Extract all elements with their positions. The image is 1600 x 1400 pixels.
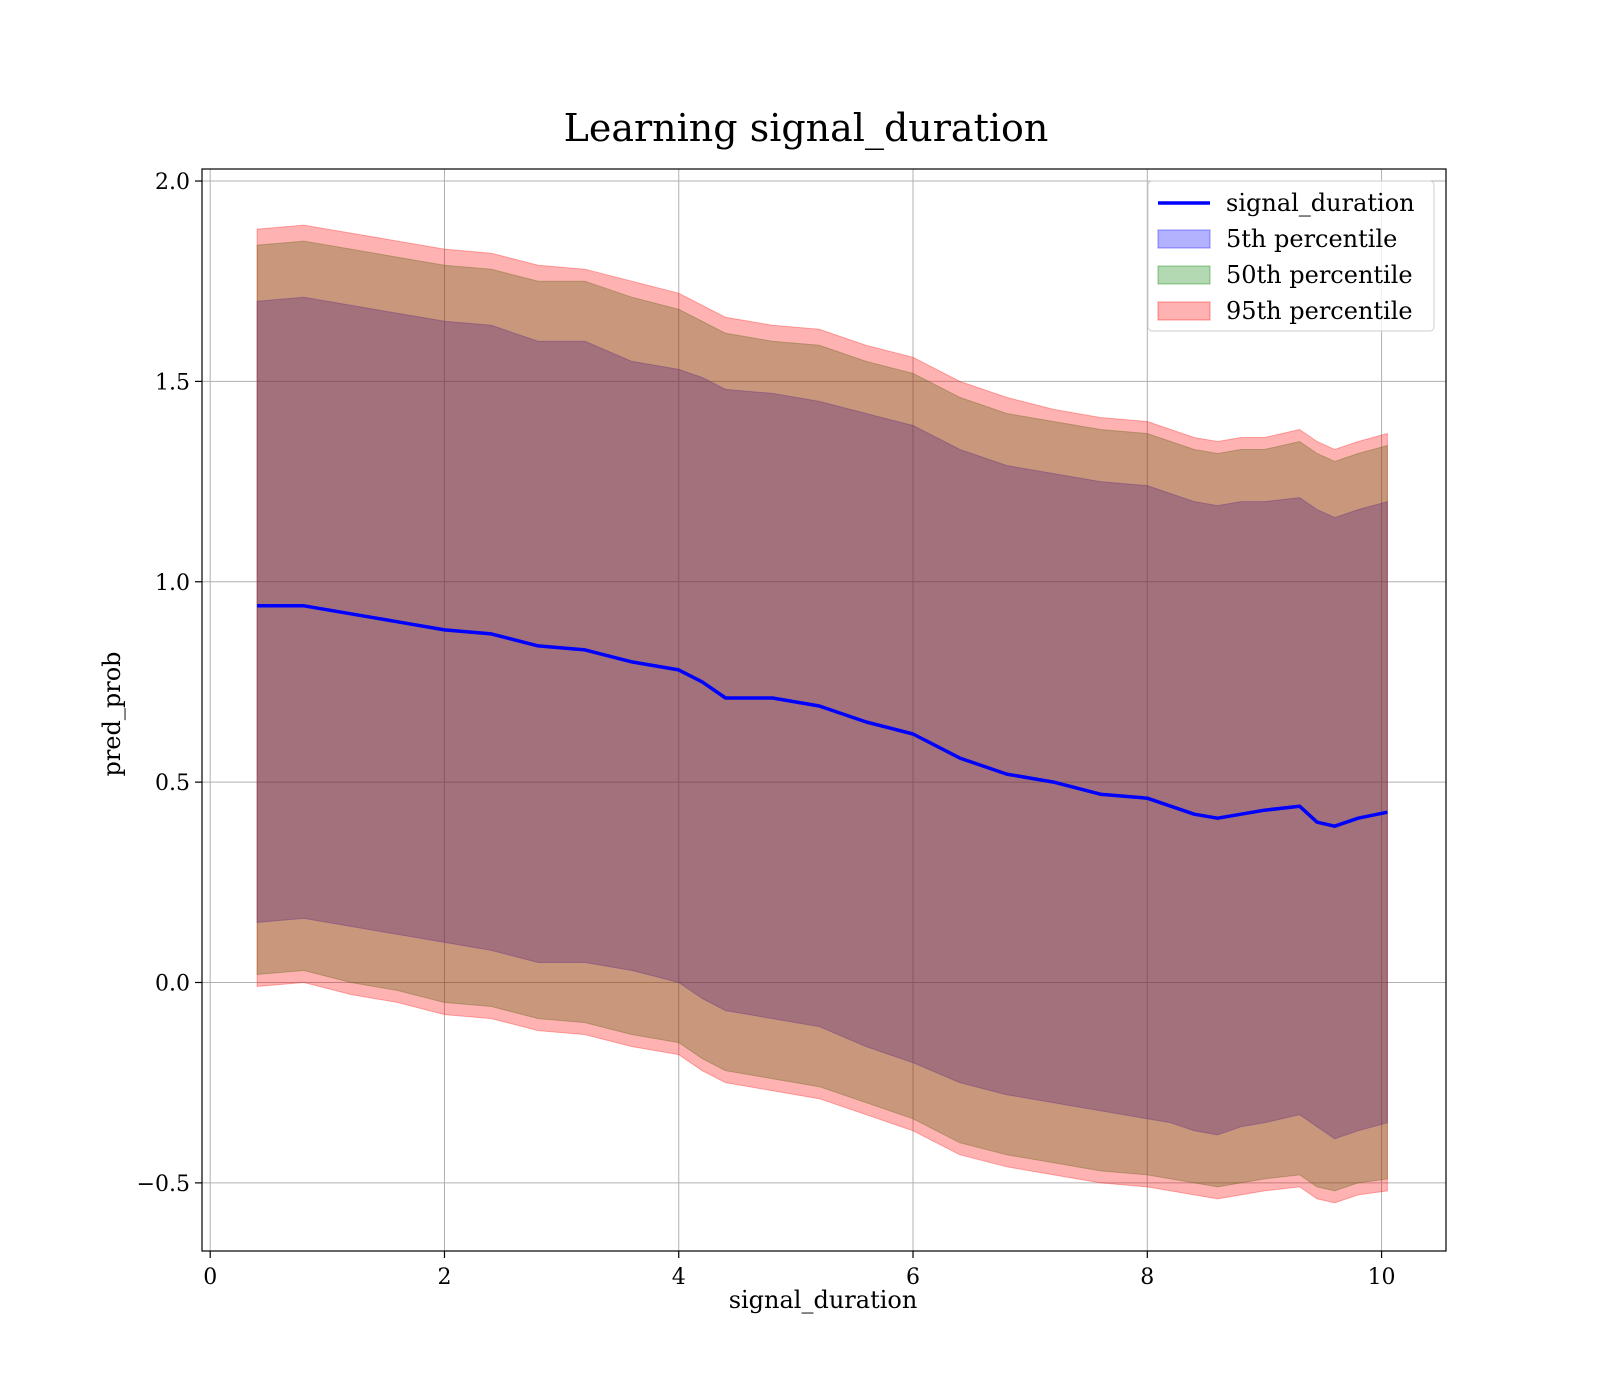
y-tick-label: 1.0 <box>155 571 190 596</box>
axes-frame <box>201 168 1447 1252</box>
y-tick-label: 0.0 <box>155 972 190 997</box>
y-tick-label: 2.0 <box>155 170 190 195</box>
band-1 <box>256 296 1388 1140</box>
legend-swatch-band <box>1157 301 1211 321</box>
legend-label: signal_duration <box>1226 189 1415 217</box>
chart-title: Learning signal_duration <box>564 106 1049 151</box>
legend-label: 5th percentile <box>1226 225 1397 253</box>
x-tick-label: 6 <box>906 1265 920 1290</box>
y-tick-label: −0.5 <box>137 1172 190 1197</box>
plot-background <box>202 169 1446 1251</box>
x-tick-label: 2 <box>437 1265 451 1290</box>
grid <box>202 169 1446 1251</box>
x-tick-label: 8 <box>1140 1265 1154 1290</box>
legend: signal_duration 5th percentile 50th percen… <box>1147 180 1435 332</box>
y-axis-ticks: −0.5 0.0 0.5 1.0 1.5 2.0 <box>137 170 202 1197</box>
band-2 <box>256 240 1388 1192</box>
x-tick-label: 0 <box>203 1265 217 1290</box>
x-axis-ticks: 0 2 4 6 8 10 <box>203 1251 1396 1290</box>
legend-swatch-band <box>1157 229 1211 249</box>
y-tick-label: 1.5 <box>155 370 190 395</box>
percentile-bands <box>256 224 1388 1204</box>
x-axis-label: signal_duration <box>729 1286 918 1314</box>
y-tick-label: 0.5 <box>155 771 190 796</box>
band-3 <box>256 224 1388 1204</box>
x-tick-label: 4 <box>672 1265 686 1290</box>
legend-box <box>1147 180 1435 332</box>
y-axis-label: pred_prob <box>98 651 126 776</box>
legend-label: 50th percentile <box>1226 261 1413 289</box>
line-series <box>256 604 1388 828</box>
legend-swatch-band <box>1157 265 1211 285</box>
axes <box>201 168 1447 1252</box>
legend-label: 95th percentile <box>1226 297 1413 325</box>
x-tick-label: 10 <box>1368 1265 1396 1290</box>
plot-area <box>202 169 1446 1251</box>
